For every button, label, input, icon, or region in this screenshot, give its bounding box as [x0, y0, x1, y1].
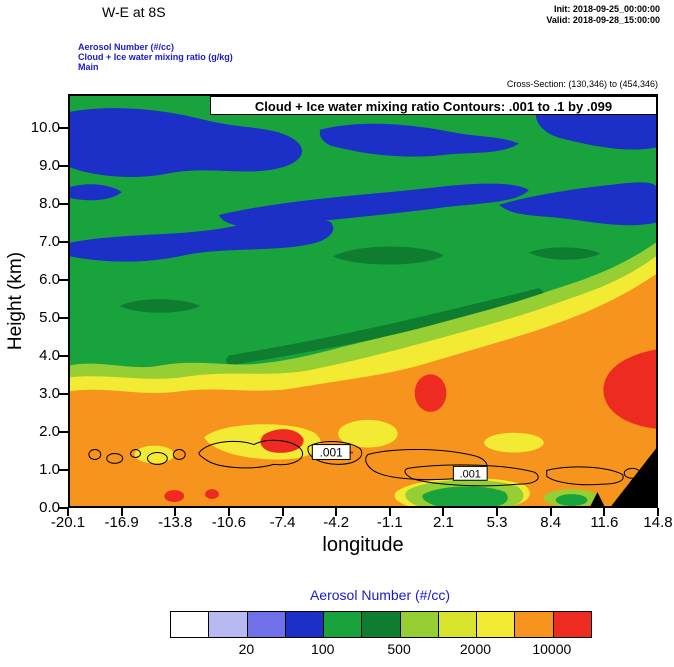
- x-tick-label: -10.6: [211, 514, 247, 531]
- red-maximum-right-edge: [603, 349, 656, 429]
- page-title: W-E at 8S: [102, 4, 166, 20]
- y-tick-label: 3.0: [39, 385, 60, 402]
- x-tick-mark: [281, 508, 284, 516]
- x-tick-mark: [174, 508, 177, 516]
- contour-label-box-2: .001: [452, 465, 488, 481]
- y-tick-label: 1.0: [39, 461, 60, 478]
- x-tick-mark: [227, 508, 230, 516]
- x-tick-label: 14.8: [643, 514, 673, 531]
- valid-timestamp: Valid: 2018-09-28_15:00:00: [546, 15, 660, 25]
- x-tick-label: -7.4: [269, 514, 296, 531]
- colorbar: [170, 611, 592, 638]
- colorbar-cell: [400, 612, 439, 637]
- x-tick-mark: [496, 508, 499, 516]
- x-tick-label: 5.3: [486, 514, 508, 531]
- y-tick-mark: [59, 279, 68, 281]
- x-tick-mark: [335, 508, 338, 516]
- x-tick-label: -16.9: [104, 514, 139, 531]
- x-tick-label: -1.1: [376, 514, 403, 531]
- x-tick-label: -20.1: [50, 514, 86, 531]
- colorbar-cell: [438, 612, 478, 637]
- y-tick-mark: [59, 469, 68, 471]
- x-axis-label: longitude: [322, 534, 404, 556]
- init-timestamp: Init: 2018-09-25_00:00:00: [553, 4, 660, 14]
- y-tick-mark: [59, 507, 68, 509]
- x-tick-mark: [442, 508, 445, 516]
- colorbar-title: Aerosol Number (#/cc): [309, 587, 451, 603]
- x-tick-mark: [388, 508, 391, 516]
- contour-label-box-1: .001: [311, 444, 351, 460]
- field-label-cloud-ice: Cloud + Ice water mixing ratio (g/kg): [78, 52, 233, 62]
- y-tick-label: 9.0: [39, 157, 60, 174]
- colorbar-cell: [362, 612, 401, 637]
- colorbar-cell: [247, 612, 286, 637]
- y-tick-mark: [59, 203, 68, 205]
- y-tick-label: 0.0: [39, 499, 60, 516]
- x-tick-mark: [549, 508, 552, 516]
- x-tick-mark: [67, 508, 69, 516]
- colorbar-cell: [209, 612, 248, 637]
- colorbar-tick-label: 10000: [532, 641, 572, 657]
- colorbar-tick-label: 100: [311, 641, 335, 657]
- contour-info-box: Cloud + Ice water mixing ratio Contours:…: [210, 96, 657, 115]
- colorbar-tick-label: 500: [387, 641, 411, 657]
- terrain-mask: [590, 448, 656, 506]
- contour-label-text: .001: [320, 445, 344, 459]
- x-tick-mark: [657, 508, 659, 516]
- colorbar-tick-label: 2000: [459, 641, 492, 657]
- y-tick-label: 4.0: [39, 347, 60, 364]
- y-tick-label: 7.0: [39, 233, 60, 250]
- y-tick-label: 5.0: [39, 309, 60, 326]
- y-tick-mark: [59, 393, 68, 395]
- y-tick-mark: [59, 317, 68, 319]
- colorbar-tick-label: 20: [238, 641, 255, 657]
- x-tick-label: 11.6: [590, 514, 619, 531]
- contour-field-svg: .001 .001: [70, 96, 656, 506]
- x-tick-label: -13.8: [158, 514, 193, 531]
- field-label-aerosol: Aerosol Number (#/cc): [78, 42, 175, 52]
- colorbar-cell: [477, 612, 516, 637]
- y-tick-label: 6.0: [39, 271, 60, 288]
- y-tick-mark: [59, 127, 68, 129]
- y-tick-label: 10.0: [30, 119, 60, 136]
- colorbar-cell: [553, 612, 591, 637]
- field-label-grid: Main: [78, 62, 99, 72]
- aerosol-fill-field: [70, 96, 656, 506]
- cross-section-label: Cross-Section: (130,346) to (454,346): [506, 79, 658, 89]
- contour-label-text: .001: [460, 468, 481, 480]
- colorbar-cell: [285, 612, 325, 637]
- x-tick-label: 8.4: [540, 514, 562, 531]
- contour-plot-area: .001 .001: [68, 94, 658, 508]
- y-tick-mark: [59, 241, 68, 243]
- x-tick-label: 2.1: [433, 514, 454, 531]
- y-axis-label: Height (km): [5, 251, 26, 351]
- colorbar-cell: [515, 612, 554, 637]
- y-tick-mark: [59, 431, 68, 433]
- colorbar-cell: [171, 612, 210, 637]
- y-tick-label: 2.0: [39, 423, 60, 440]
- x-tick-mark: [120, 508, 123, 516]
- y-tick-mark: [59, 165, 68, 167]
- red-maximum-blob: [414, 374, 447, 412]
- y-tick-label: 8.0: [39, 195, 60, 212]
- y-tick-mark: [59, 355, 68, 357]
- x-tick-mark: [603, 508, 606, 516]
- x-tick-label: -4.2: [323, 514, 350, 531]
- colorbar-cell: [324, 612, 363, 637]
